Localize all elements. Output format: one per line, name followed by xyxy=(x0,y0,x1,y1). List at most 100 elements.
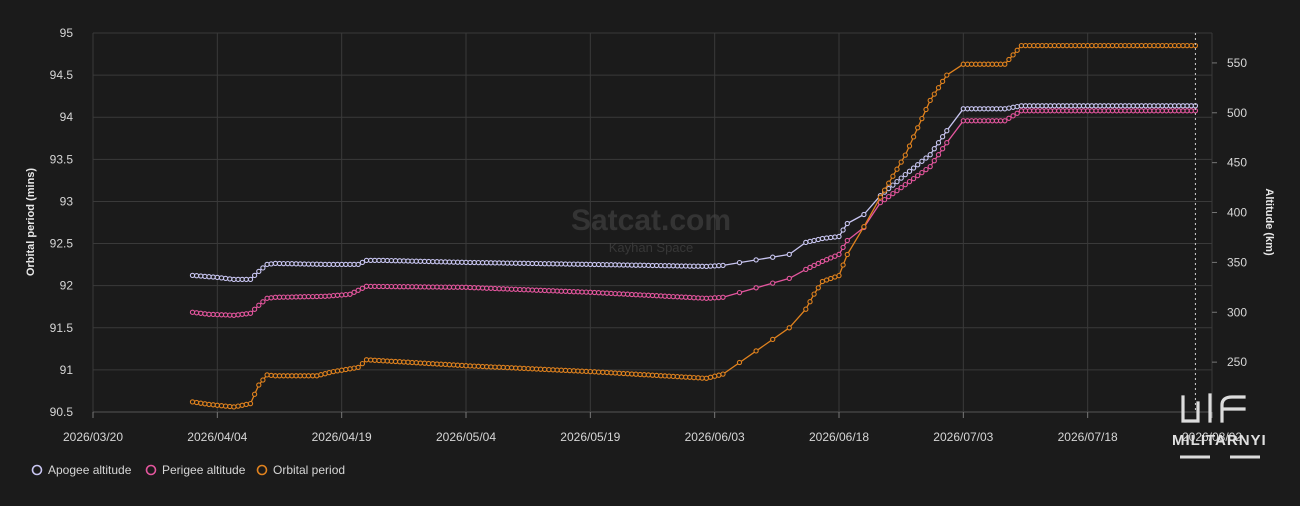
data-point[interactable] xyxy=(467,259,473,266)
data-point[interactable] xyxy=(604,262,610,268)
data-point[interactable] xyxy=(351,289,357,295)
data-point[interactable] xyxy=(231,276,237,283)
data-point[interactable] xyxy=(256,382,262,388)
data-point[interactable] xyxy=(579,368,585,374)
data-point[interactable] xyxy=(409,258,415,264)
data-point[interactable] xyxy=(595,290,602,296)
data-point[interactable] xyxy=(566,261,573,267)
data-point[interactable] xyxy=(1163,42,1170,49)
data-point[interactable] xyxy=(633,262,639,268)
data-point[interactable] xyxy=(1080,103,1087,109)
data-point[interactable] xyxy=(380,283,386,290)
data-point[interactable] xyxy=(832,253,838,259)
data-point[interactable] xyxy=(902,171,908,178)
data-point[interactable] xyxy=(289,373,295,379)
data-point[interactable] xyxy=(359,259,366,266)
data-point[interactable] xyxy=(898,175,904,181)
data-point[interactable] xyxy=(446,284,453,290)
data-point[interactable] xyxy=(280,260,287,267)
data-point[interactable] xyxy=(770,254,776,260)
data-point[interactable] xyxy=(214,402,220,408)
data-point[interactable] xyxy=(297,294,303,300)
data-point[interactable] xyxy=(550,261,556,267)
data-point[interactable] xyxy=(595,369,602,375)
data-point[interactable] xyxy=(919,169,925,176)
data-point[interactable] xyxy=(1184,42,1190,49)
data-point[interactable] xyxy=(513,365,519,371)
data-point[interactable] xyxy=(736,289,743,296)
data-point[interactable] xyxy=(251,391,258,397)
data-point[interactable] xyxy=(289,294,295,300)
data-point[interactable] xyxy=(616,262,622,268)
data-point[interactable] xyxy=(247,400,254,407)
data-point[interactable] xyxy=(1138,103,1145,109)
data-point[interactable] xyxy=(807,299,813,305)
data-point[interactable] xyxy=(898,184,904,191)
data-point[interactable] xyxy=(1010,104,1016,110)
data-point[interactable] xyxy=(699,375,705,381)
data-point[interactable] xyxy=(691,295,697,301)
data-point[interactable] xyxy=(861,224,867,230)
data-point[interactable] xyxy=(770,336,776,343)
data-point[interactable] xyxy=(890,182,896,188)
data-point[interactable] xyxy=(633,371,639,377)
data-point[interactable] xyxy=(786,251,792,258)
data-point[interactable] xyxy=(890,173,896,179)
data-point[interactable] xyxy=(409,359,415,366)
data-point[interactable] xyxy=(430,361,436,367)
data-point[interactable] xyxy=(670,373,676,380)
data-point[interactable] xyxy=(484,285,490,291)
data-point[interactable] xyxy=(828,234,834,241)
data-point[interactable] xyxy=(1089,108,1095,114)
data-point[interactable] xyxy=(1014,47,1020,53)
data-point[interactable] xyxy=(484,260,490,266)
data-point[interactable] xyxy=(1010,113,1016,119)
data-point[interactable] xyxy=(894,166,900,172)
data-point[interactable] xyxy=(968,118,975,124)
data-point[interactable] xyxy=(430,258,436,265)
data-point[interactable] xyxy=(1109,108,1116,114)
data-point[interactable] xyxy=(927,97,933,104)
data-point[interactable] xyxy=(235,403,241,409)
data-point[interactable] xyxy=(363,257,370,264)
data-point[interactable] xyxy=(193,399,200,406)
data-point[interactable] xyxy=(923,106,929,113)
data-point[interactable] xyxy=(372,357,378,363)
data-point[interactable] xyxy=(243,311,249,317)
data-point[interactable] xyxy=(1147,108,1153,114)
data-point[interactable] xyxy=(823,257,830,263)
data-point[interactable] xyxy=(906,143,913,149)
data-point[interactable] xyxy=(529,366,535,372)
data-point[interactable] xyxy=(318,293,324,300)
data-point[interactable] xyxy=(198,273,204,279)
data-point[interactable] xyxy=(844,251,850,258)
data-point[interactable] xyxy=(579,289,585,295)
data-point[interactable] xyxy=(305,293,312,300)
data-point[interactable] xyxy=(529,260,535,267)
data-point[interactable] xyxy=(753,285,759,291)
data-point[interactable] xyxy=(662,293,668,299)
data-point[interactable] xyxy=(935,152,942,158)
data-point[interactable] xyxy=(1035,42,1041,49)
data-point[interactable] xyxy=(343,366,349,373)
data-point[interactable] xyxy=(1064,103,1070,109)
data-point[interactable] xyxy=(662,263,668,269)
data-point[interactable] xyxy=(989,61,995,67)
data-point[interactable] xyxy=(521,260,527,266)
data-point[interactable] xyxy=(595,261,602,268)
data-point[interactable] xyxy=(699,263,705,269)
data-point[interactable] xyxy=(206,401,212,408)
data-point[interactable] xyxy=(877,199,884,206)
data-point[interactable] xyxy=(227,403,233,410)
data-point[interactable] xyxy=(513,286,519,292)
data-point[interactable] xyxy=(703,375,710,381)
data-point[interactable] xyxy=(380,358,386,364)
data-point[interactable] xyxy=(678,263,685,269)
data-point[interactable] xyxy=(1035,108,1041,114)
data-point[interactable] xyxy=(915,172,921,179)
data-point[interactable] xyxy=(239,311,245,317)
data-point[interactable] xyxy=(815,236,821,243)
data-point[interactable] xyxy=(1101,108,1107,114)
data-point[interactable] xyxy=(202,401,208,407)
data-point[interactable] xyxy=(193,273,200,279)
